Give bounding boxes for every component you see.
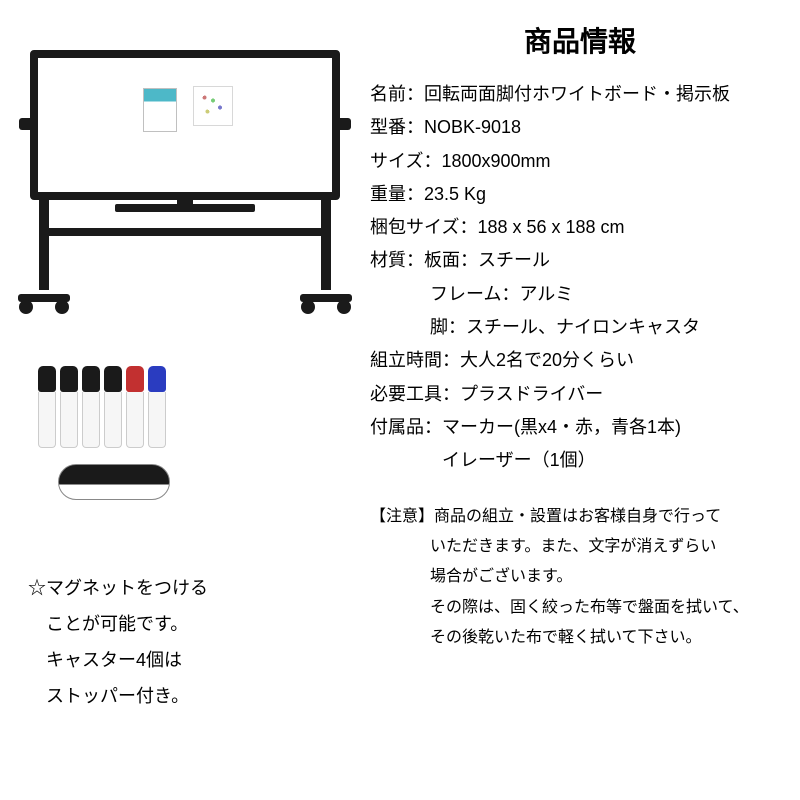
note-line: キャスター4個は — [28, 642, 328, 678]
spec-size: サイズ：1800x900mm — [370, 145, 790, 178]
caution-block: 【注意】商品の組立・設置はお客様自身で行って いただきます。また、文字が消えずら… — [370, 502, 790, 654]
caution-line: いただきます。また、文字が消えずらい — [370, 532, 790, 562]
spec-weight: 重量：23.5 Kg — [370, 178, 790, 211]
caution-line: 【注意】商品の組立・設置はお客様自身で行って — [370, 502, 790, 532]
spec-material-leg: 脚：スチール、ナイロンキャスタ — [370, 311, 790, 344]
whiteboard-illustration — [15, 50, 355, 310]
marker-icon — [104, 366, 122, 448]
marker-icon — [126, 366, 144, 448]
caution-line: 場合がございます。 — [370, 562, 790, 592]
caution-line: その後乾いた布で軽く拭いて下さい。 — [370, 623, 790, 653]
section-title: 商品情報 — [370, 20, 790, 60]
marker-icon — [60, 366, 78, 448]
caution-line: その際は、固く絞った布等で盤面を拭いて、 — [370, 593, 790, 623]
spec-assembly: 組立時間：大人2名で20分くらい — [370, 344, 790, 377]
marker-icon — [82, 366, 100, 448]
marker-icon — [38, 366, 56, 448]
accessories-illustration — [30, 360, 220, 500]
spec-tool: 必要工具：プラスドライバー — [370, 378, 790, 411]
marker-icon — [148, 366, 166, 448]
spec-model: 型番：NOBK-9018 — [370, 111, 790, 144]
spec-accessories: 付属品：マーカー(黒x4・赤，青各1本) — [370, 411, 790, 444]
spec-material-frame: フレーム：アルミ — [370, 278, 790, 311]
spec-material: 材質：板面：スチール — [370, 244, 790, 277]
note-line: ストッパー付き。 — [28, 678, 328, 714]
spec-accessories-2: イレーザー（1個） — [370, 444, 790, 477]
note-line: ☆マグネットをつける — [28, 570, 328, 606]
note-line: ことが可能です。 — [28, 606, 328, 642]
spec-name: 名前：回転両面脚付ホワイトボード・掲示板 — [370, 78, 790, 111]
notes-block: ☆マグネットをつける ことが可能です。 キャスター4個は ストッパー付き。 — [28, 570, 328, 714]
spec-pack: 梱包サイズ：188 x 56 x 188 cm — [370, 211, 790, 244]
eraser-icon — [58, 464, 170, 500]
